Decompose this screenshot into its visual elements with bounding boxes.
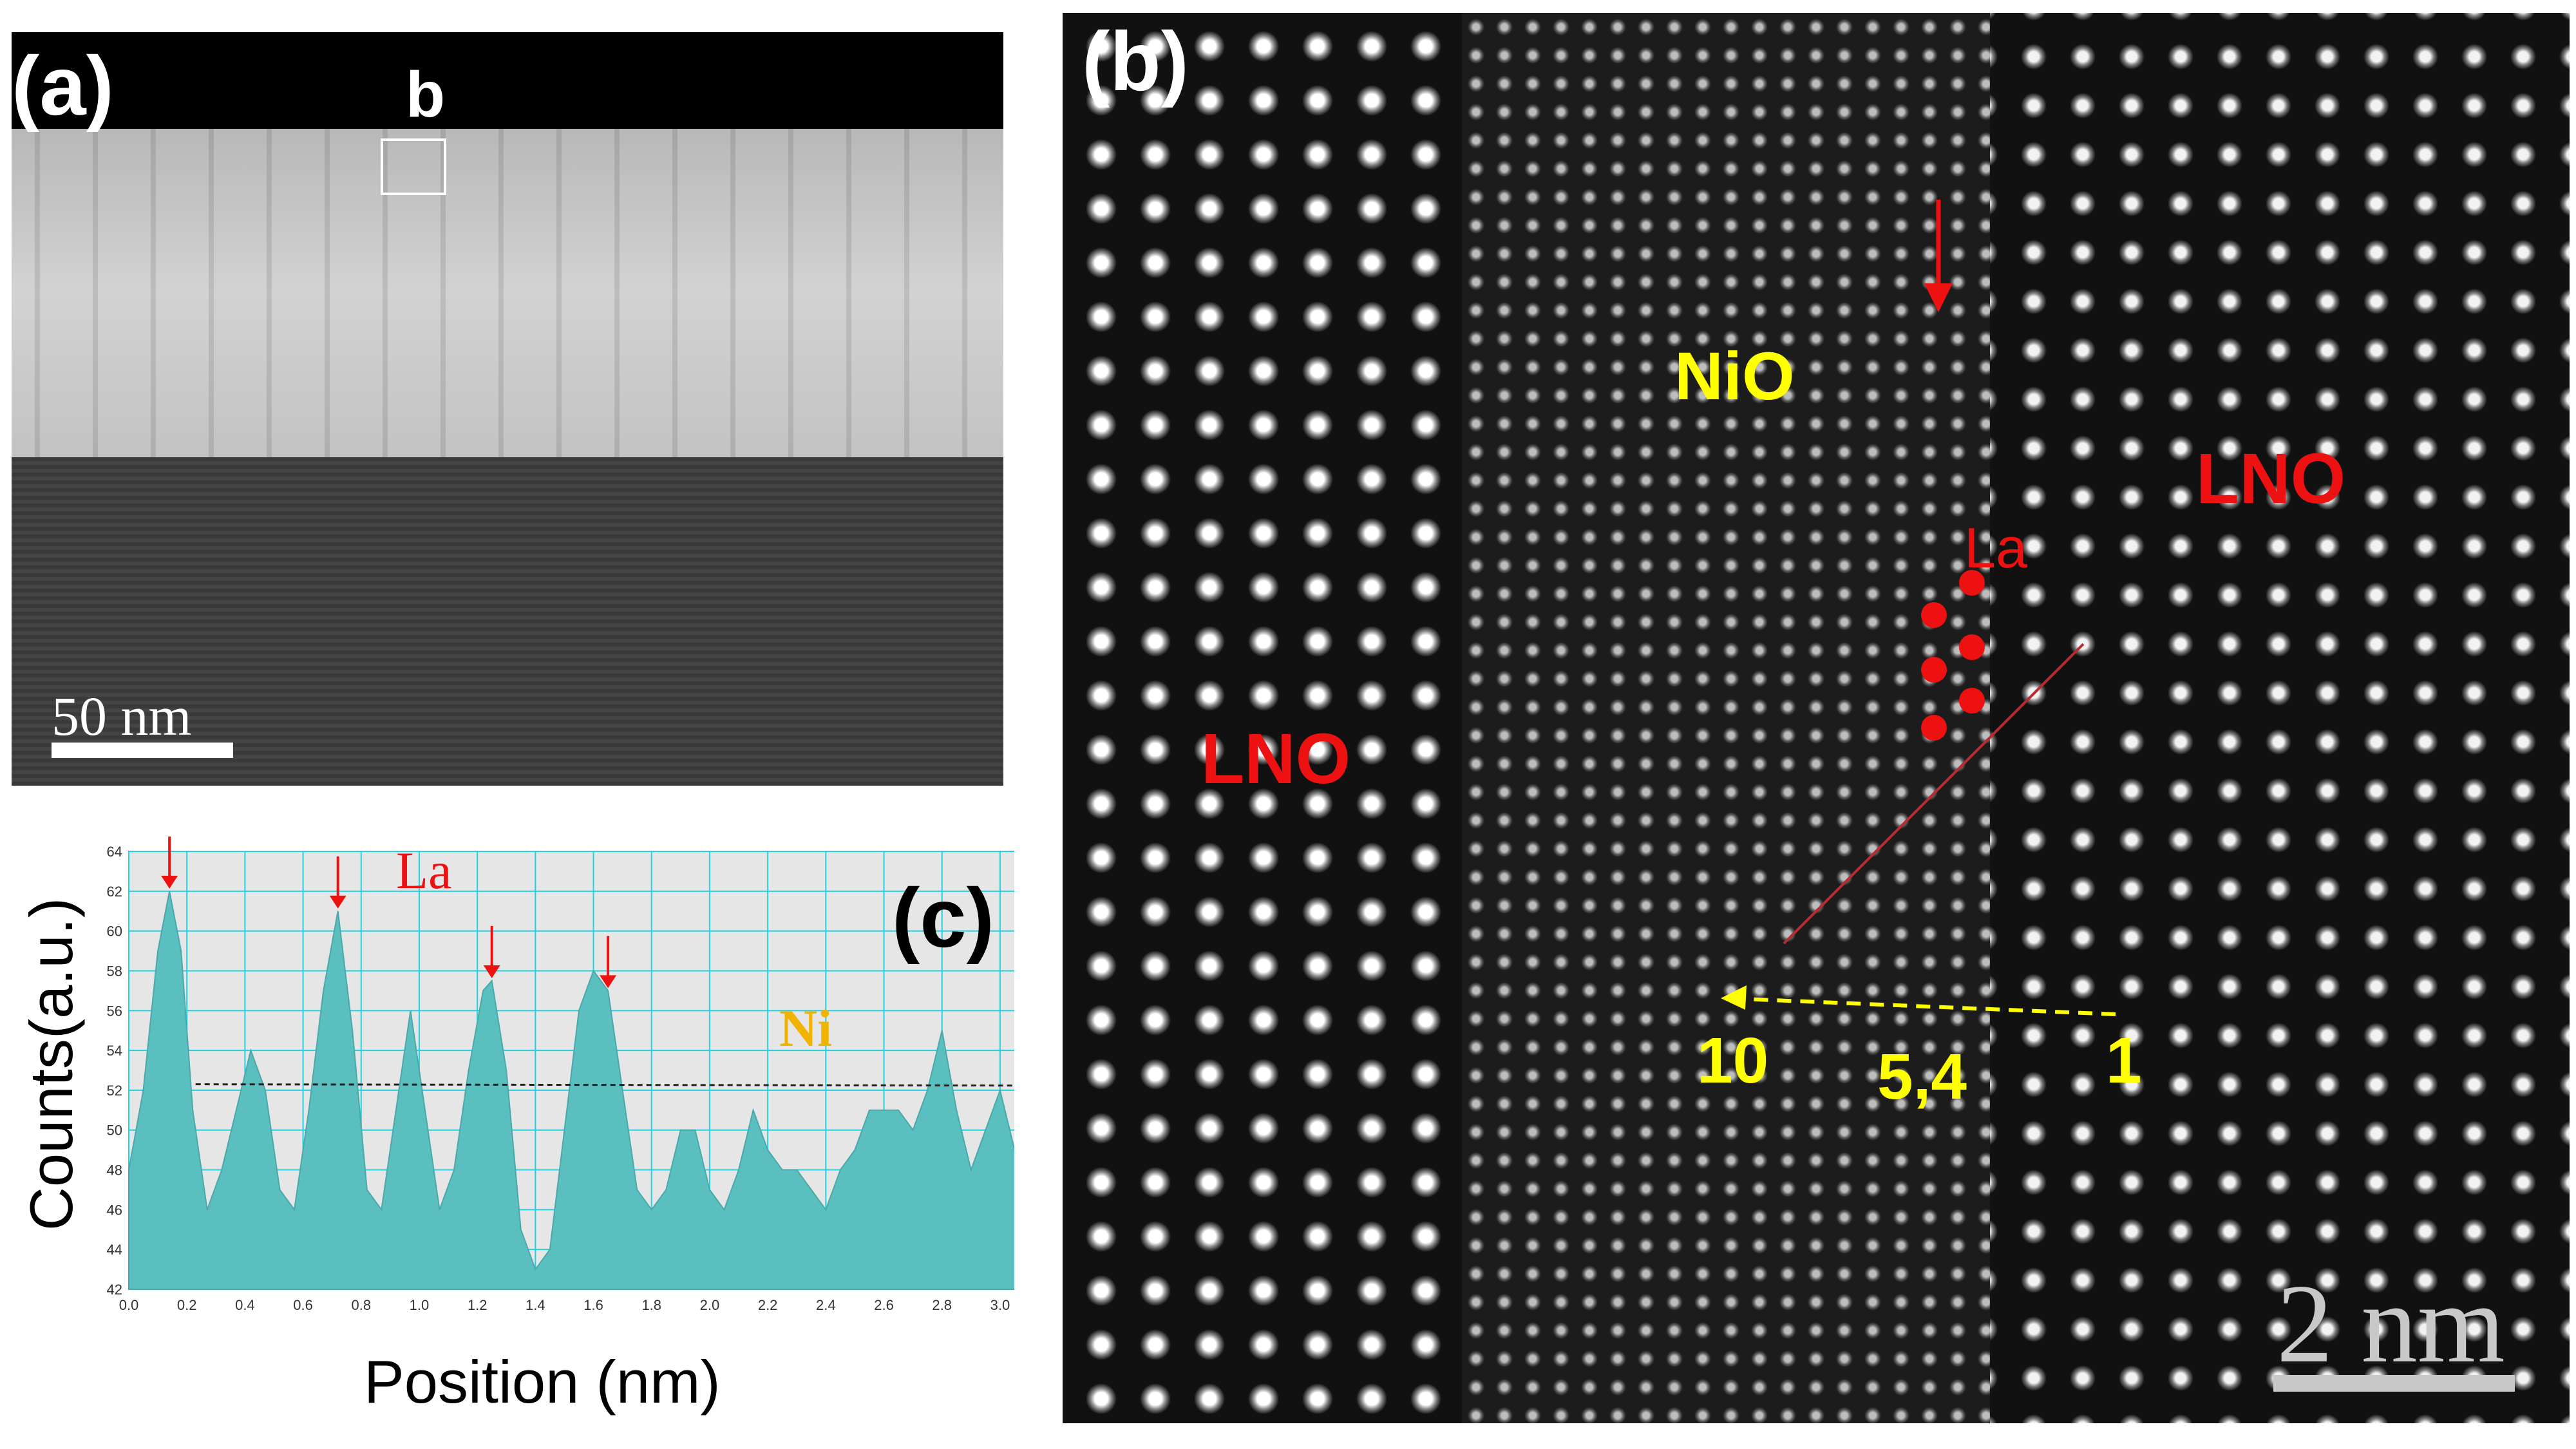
x-tick-label: 1.6 — [583, 1297, 603, 1313]
panel-b-overlay — [1721, 200, 2515, 1392]
y-tick-label: 46 — [107, 1202, 122, 1218]
y-tick-label: 58 — [107, 963, 122, 979]
red-marker-arrow — [1924, 200, 1953, 312]
scale-bar-a — [52, 743, 233, 758]
x-tick-label: 0.4 — [235, 1297, 255, 1313]
la-atom-dots — [1921, 570, 1985, 741]
la-peak-arrows — [161, 836, 617, 989]
x-tick-label: 0.2 — [177, 1297, 197, 1313]
region-label-lno-left: LNO — [1201, 719, 1351, 799]
la-peak-arrow — [600, 936, 617, 989]
x-tick-label: 2.0 — [700, 1297, 720, 1313]
y-tick-labels: 42 44 46 48 50 52 54 56 58 60 62 64 — [107, 844, 122, 1298]
yellow-scan-arrow — [1721, 985, 2116, 1016]
interface-line — [1783, 643, 2085, 945]
region-label-nio: NiO — [1674, 339, 1795, 414]
series-label-la: La — [396, 841, 452, 900]
lno-right-lattice — [1990, 13, 2570, 1423]
reference-line — [195, 1083, 1014, 1087]
x-tick-label: 2.6 — [874, 1297, 894, 1313]
la-peak-arrow — [161, 836, 178, 889]
inset-box — [381, 138, 446, 195]
atom-label-la: La — [1964, 516, 2027, 580]
x-tick-label: 0.8 — [351, 1297, 371, 1313]
series-label-ni: Ni — [779, 999, 832, 1057]
y-tick-label: 62 — [107, 884, 122, 900]
x-tick-label: 1.4 — [526, 1297, 545, 1313]
scale-bar-b — [2273, 1375, 2515, 1392]
x-tick-label: 2.4 — [816, 1297, 836, 1313]
profile-chart: 0.0 0.2 0.4 0.6 0.8 1.0 1.2 1.4 1.6 1.8 2.0 2.2 2.4 2… — [107, 836, 1014, 1313]
x-axis-label: Position (nm) — [364, 1348, 721, 1416]
x-tick-label: 1.0 — [410, 1297, 430, 1313]
arrow-label-1: 1 — [2106, 1025, 2142, 1097]
x-tick-label: 0.6 — [293, 1297, 313, 1313]
scale-bar-a-label: 50 nm — [52, 685, 192, 747]
profile-area — [128, 891, 1014, 1290]
panel-a-label: (a) — [12, 39, 114, 133]
la-peak-arrow — [329, 856, 346, 909]
x-tick-label: 1.2 — [468, 1297, 488, 1313]
la-peak-arrow — [483, 925, 500, 978]
x-tick-label: 3.0 — [990, 1297, 1010, 1313]
lno-left-lattice — [1063, 13, 1462, 1423]
region-label-lno-right: LNO — [2196, 439, 2346, 518]
y-tick-label: 44 — [107, 1242, 122, 1258]
arrow-label-10: 10 — [1697, 1025, 1769, 1097]
y-tick-label: 52 — [107, 1083, 122, 1099]
nio-lattice — [1462, 13, 1990, 1423]
x-tick-label: 2.8 — [932, 1297, 952, 1313]
panel-c-label: (c) — [892, 871, 994, 965]
y-tick-label: 56 — [107, 1003, 122, 1019]
film-layer — [12, 129, 1003, 489]
panel-b-lattice-image: (b) LNO NiO LNO La 10 5,4 1 2 nm — [1063, 13, 2570, 1423]
x-tick-labels: 0.0 0.2 0.4 0.6 0.8 1.0 1.2 1.4 1.6 1.8 2.0 2.2 2.4 2… — [119, 1297, 1010, 1313]
scale-bar-b-label: 2 nm — [2277, 1261, 2505, 1386]
y-axis-label: Counts(a.u.) — [17, 897, 85, 1231]
arrow-label-5-4: 5,4 — [1877, 1041, 1967, 1113]
panel-c-line-profile: 0.0 0.2 0.4 0.6 0.8 1.0 1.2 1.4 1.6 1.8 2.0 2.2 2.4 2… — [10, 811, 1014, 1443]
x-tick-label: 2.2 — [758, 1297, 778, 1313]
x-tick-label: 1.8 — [641, 1297, 661, 1313]
inset-label: b — [406, 59, 446, 131]
x-tick-label: 0.0 — [119, 1297, 139, 1313]
y-tick-label: 42 — [107, 1282, 122, 1298]
y-tick-label: 64 — [107, 844, 122, 860]
panel-b-label: (b) — [1082, 14, 1189, 108]
y-tick-label: 54 — [107, 1043, 122, 1059]
substrate-layer — [12, 457, 1003, 786]
y-tick-label: 48 — [107, 1162, 122, 1179]
panel-a-overview-image: (a) b 50 nm — [12, 32, 1003, 786]
y-tick-label: 60 — [107, 923, 122, 940]
y-tick-label: 50 — [107, 1122, 122, 1139]
